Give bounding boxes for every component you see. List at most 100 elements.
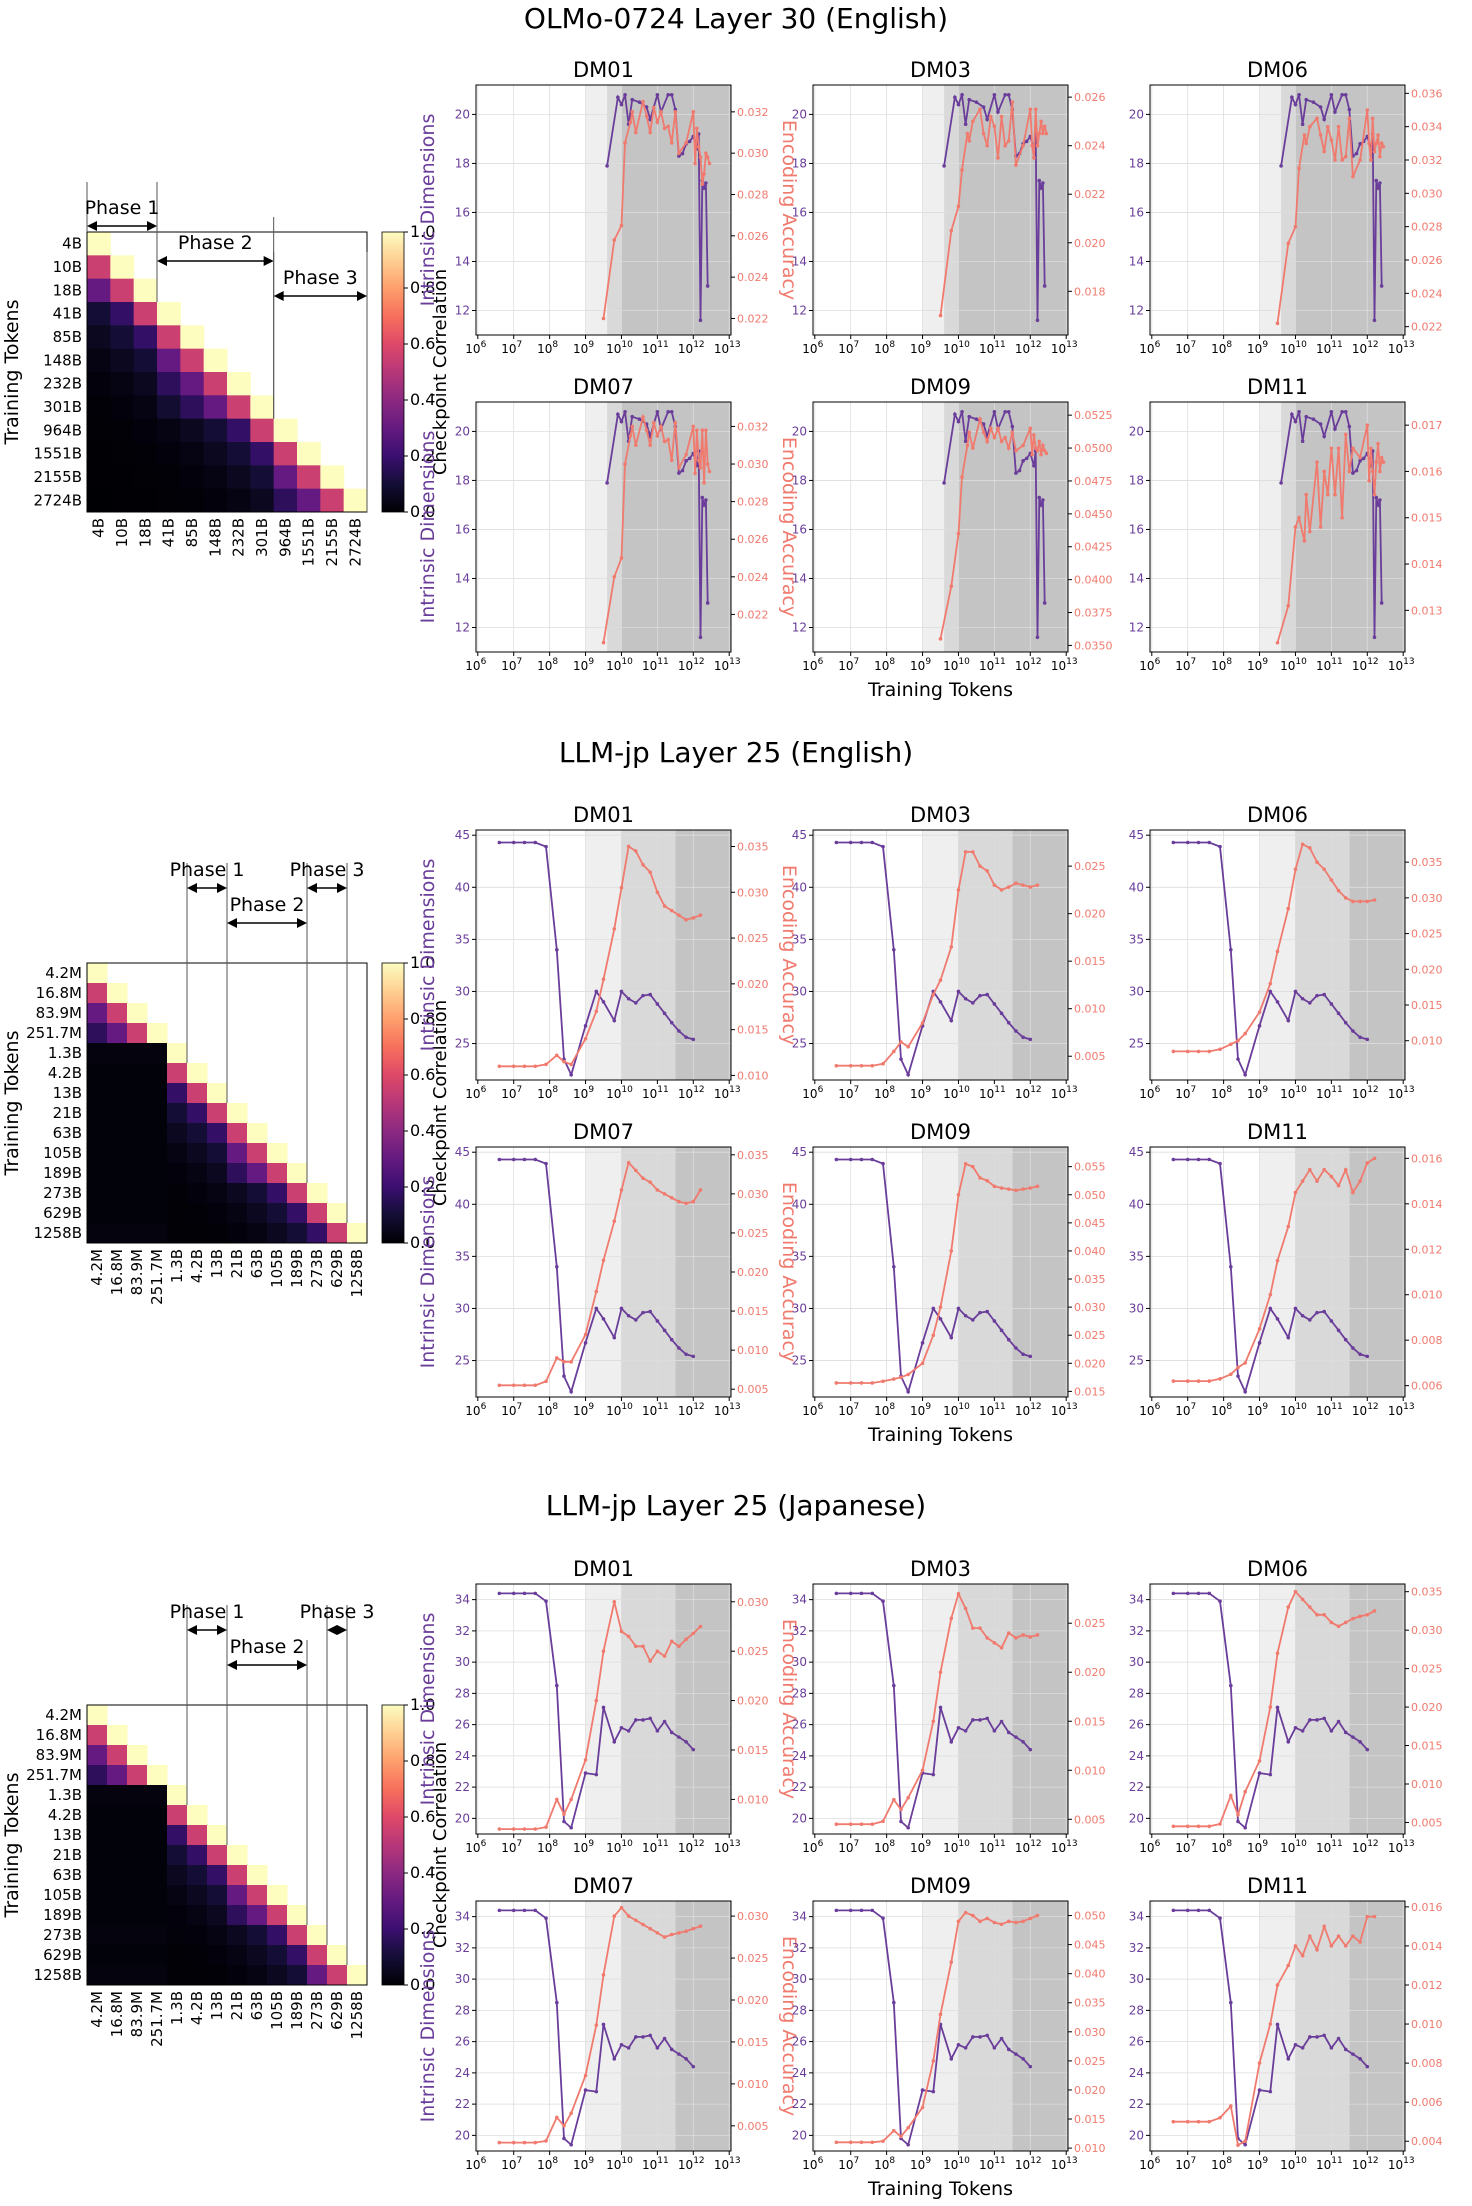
- intrinsic-dimension-point: [985, 2033, 989, 2038]
- x-tick-label: 1011: [642, 1839, 669, 1855]
- heatmap-x-tick-label: 41B: [160, 518, 178, 547]
- y1-tick-label: 20: [1129, 1811, 1144, 1825]
- x-tick-base: 10: [1352, 1404, 1367, 1418]
- y2-tick-label: 0.015: [737, 1305, 769, 1318]
- intrinsic-dimension-point: [1021, 1740, 1025, 1744]
- y2-tick-label: 0.015: [1411, 999, 1443, 1012]
- x-tick-base: 10: [979, 2158, 994, 2172]
- heatmap-cell: [180, 395, 205, 420]
- x-tick-label: 1011: [642, 2156, 669, 2172]
- intrinsic-dimension-point: [1006, 1337, 1011, 1342]
- heatmap-cell: [167, 1905, 188, 1926]
- y1-tick-label: 22: [455, 1780, 470, 1794]
- intrinsic-dimension-point: [963, 122, 968, 127]
- encoding-accuracy-point: [992, 1641, 997, 1645]
- x-tick-base: 10: [1051, 1087, 1066, 1101]
- x-tick-label: 107: [501, 1085, 522, 1101]
- y1-tick-label: 14: [1129, 254, 1144, 268]
- heatmap-cell: [227, 1123, 248, 1144]
- y2-tick-label: 0.005: [1411, 1816, 1443, 1829]
- intrinsic-dimension-point: [634, 2035, 638, 2039]
- intrinsic-dimension-point: [956, 1306, 961, 1311]
- heatmap-cell: [203, 372, 228, 396]
- heatmap-cell: [110, 488, 135, 513]
- x-tick-label: 107: [838, 2156, 859, 2172]
- panel-title: DM11: [1247, 1120, 1308, 1144]
- intrinsic-dimension-point: [691, 1747, 696, 1752]
- y1-axis-label: Intrinsic Dimensions: [417, 1176, 439, 1369]
- heatmap-y-tick-label: 232B: [43, 375, 82, 393]
- intrinsic-dimension-point: [870, 1908, 875, 1913]
- panel-title: DM07: [573, 375, 634, 399]
- encoding-accuracy-point: [648, 870, 652, 874]
- y1-tick-label: 18: [1129, 473, 1144, 487]
- x-tick-exponent: 12: [1030, 1402, 1041, 1412]
- intrinsic-dimension-point: [974, 100, 979, 104]
- x-tick-exponent: 12: [1367, 657, 1378, 667]
- x-tick-base: 10: [1051, 1841, 1066, 1855]
- encoding-accuracy-point: [669, 141, 674, 145]
- heatmap-cell: [227, 1183, 248, 1204]
- heatmap-x-tick-label: 63B: [248, 1249, 266, 1278]
- x-tick-base: 10: [838, 1404, 853, 1418]
- intrinsic-dimension-point: [533, 1157, 538, 1162]
- encoding-accuracy-point: [1196, 2119, 1201, 2124]
- heatmap-cell: [147, 1103, 168, 1124]
- x-tick-base: 10: [943, 1841, 958, 1855]
- x-tick-base: 10: [714, 659, 729, 673]
- x-tick-label: 106: [1139, 657, 1160, 673]
- encoding-accuracy-point: [1035, 1633, 1040, 1637]
- intrinsic-dimension-point: [511, 840, 516, 845]
- y1-tick-label: 18: [792, 473, 807, 487]
- x-tick-label: 107: [1175, 1085, 1196, 1101]
- encoding-accuracy-point: [684, 141, 688, 145]
- y2-tick-label: 0.020: [737, 1695, 769, 1708]
- y1-tick-label: 16: [792, 205, 807, 219]
- encoding-accuracy-point: [971, 1626, 975, 1630]
- x-tick-base: 10: [537, 659, 552, 673]
- encoding-accuracy-point: [555, 1356, 559, 1360]
- encoding-accuracy-point: [1286, 603, 1291, 608]
- encoding-accuracy-point: [623, 141, 627, 145]
- intrinsic-dimension-point: [680, 468, 685, 473]
- encoding-accuracy-point: [1315, 1179, 1319, 1183]
- intrinsic-dimension-point: [562, 1819, 566, 1824]
- x-tick-base: 10: [1247, 342, 1262, 356]
- heatmap-cell: [203, 418, 228, 443]
- intrinsic-dimension-point: [906, 1389, 910, 1394]
- encoding-accuracy-point: [698, 465, 703, 470]
- x-tick-exponent: 11: [1331, 1839, 1342, 1849]
- encoding-accuracy-point: [634, 443, 638, 448]
- x-tick-label: 108: [537, 1839, 558, 1855]
- heatmap-y-tick-label: 18B: [53, 281, 82, 299]
- encoding-accuracy-point: [1336, 888, 1341, 893]
- intrinsic-dimension-point: [619, 1725, 624, 1730]
- x-tick-base: 10: [1139, 659, 1154, 673]
- encoding-accuracy-point: [583, 2073, 588, 2078]
- x-tick-label: 1012: [678, 657, 705, 673]
- heatmap-x-tick-label: 16.8M: [108, 1249, 126, 1295]
- encoding-accuracy-point: [497, 1827, 502, 1831]
- heatmap-y-tick-label: 63B: [53, 1124, 82, 1142]
- heatmap-cell: [127, 1785, 148, 1806]
- encoding-accuracy-point: [931, 1719, 936, 1724]
- phase-shade: [1295, 1147, 1350, 1397]
- intrinsic-dimension-point: [920, 2088, 925, 2092]
- intrinsic-dimension-point: [677, 154, 681, 158]
- intrinsic-dimension-point: [999, 1719, 1004, 1724]
- encoding-accuracy-point: [1229, 1042, 1233, 1047]
- intrinsic-dimension-point: [1329, 1319, 1334, 1323]
- encoding-accuracy-point: [1275, 1258, 1280, 1263]
- encoding-accuracy-point: [700, 428, 705, 432]
- encoding-accuracy-point: [1358, 1614, 1362, 1619]
- intrinsic-dimension-point: [612, 2057, 617, 2061]
- x-tick-label: 106: [1139, 340, 1160, 356]
- heatmap-cell: [157, 465, 181, 490]
- encoding-accuracy-point: [967, 430, 972, 435]
- intrinsic-dimension-point: [1340, 93, 1344, 97]
- intrinsic-dimension-point: [1028, 1747, 1033, 1752]
- heatmap-y-tick-label: 273B: [43, 1184, 82, 1202]
- intrinsic-dimension-point: [1322, 434, 1326, 439]
- heatmap-cell: [207, 1123, 228, 1144]
- intrinsic-dimension-point: [1185, 840, 1190, 845]
